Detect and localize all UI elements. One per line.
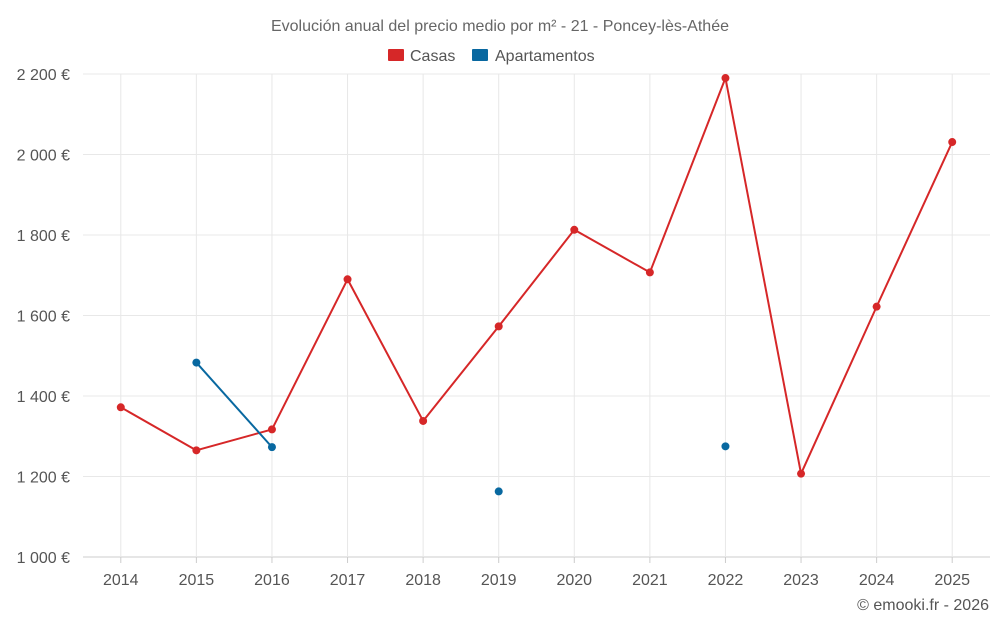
y-axis-ticks: 1 000 € 1 200 € 1 400 € 1 600 € 1 800 € 2 000… xyxy=(17,67,70,567)
y-tick-label: 1 800 € xyxy=(17,228,70,245)
x-tick-label: 2016 xyxy=(254,572,290,589)
x-tick-label: 2018 xyxy=(405,572,441,589)
y-tick-label: 1 200 € xyxy=(17,470,70,487)
series-casas xyxy=(116,74,957,478)
x-axis-ticks: 2014 2015 2016 2017 2018 2019 2020 2021 2022 2023… xyxy=(103,572,970,589)
data-point-casas xyxy=(570,225,579,234)
legend-swatch-apartamentos xyxy=(472,49,488,61)
series-line-apartamentos xyxy=(195,361,273,448)
x-tick-label: 2025 xyxy=(934,572,970,589)
x-tick-label: 2020 xyxy=(556,572,592,589)
data-point-apartamentos xyxy=(494,487,503,496)
legend-item-casas[interactable]: Casas xyxy=(388,48,455,65)
data-point-apartamentos xyxy=(721,442,730,451)
data-point-casas xyxy=(419,416,428,425)
data-point-casas xyxy=(192,446,201,455)
x-tick-label: 2014 xyxy=(103,572,139,589)
series-apartamentos xyxy=(192,358,730,496)
legend-swatch-casas xyxy=(388,49,404,61)
data-point-casas xyxy=(948,138,957,147)
data-point-apartamentos xyxy=(192,358,201,367)
series xyxy=(116,74,957,496)
y-tick-label: 2 000 € xyxy=(17,148,70,165)
x-tick-label: 2017 xyxy=(330,572,366,589)
y-tick-label: 1 000 € xyxy=(17,550,70,567)
x-tick-label: 2019 xyxy=(481,572,517,589)
y-tick-label: 1 600 € xyxy=(17,309,70,326)
legend-item-apartamentos[interactable]: Apartamentos xyxy=(472,48,595,65)
x-tick-label: 2024 xyxy=(859,572,895,589)
data-point-casas xyxy=(721,74,730,83)
data-point-casas xyxy=(797,469,806,478)
x-tick-label: 2023 xyxy=(783,572,819,589)
data-point-casas xyxy=(267,425,276,434)
chart-title: Evolución anual del precio medio por m² … xyxy=(271,18,729,35)
data-point-casas xyxy=(645,268,654,277)
data-point-casas xyxy=(116,403,125,412)
y-tick-label: 2 200 € xyxy=(17,67,70,84)
data-point-casas xyxy=(872,302,881,311)
legend-label-apartamentos: Apartamentos xyxy=(495,48,595,65)
data-point-apartamentos xyxy=(267,443,276,452)
data-point-casas xyxy=(343,275,352,284)
series-line-casas xyxy=(120,77,954,475)
legend-label-casas: Casas xyxy=(410,48,455,65)
data-point-casas xyxy=(494,322,503,331)
x-tick-label: 2021 xyxy=(632,572,668,589)
x-tick-label: 2015 xyxy=(179,572,215,589)
grid xyxy=(83,73,990,563)
y-tick-label: 1 400 € xyxy=(17,389,70,406)
credit-text[interactable]: © emooki.fr - 2026 xyxy=(857,597,989,614)
x-tick-label: 2022 xyxy=(708,572,744,589)
legend[interactable]: Casas Apartamentos xyxy=(388,48,595,65)
